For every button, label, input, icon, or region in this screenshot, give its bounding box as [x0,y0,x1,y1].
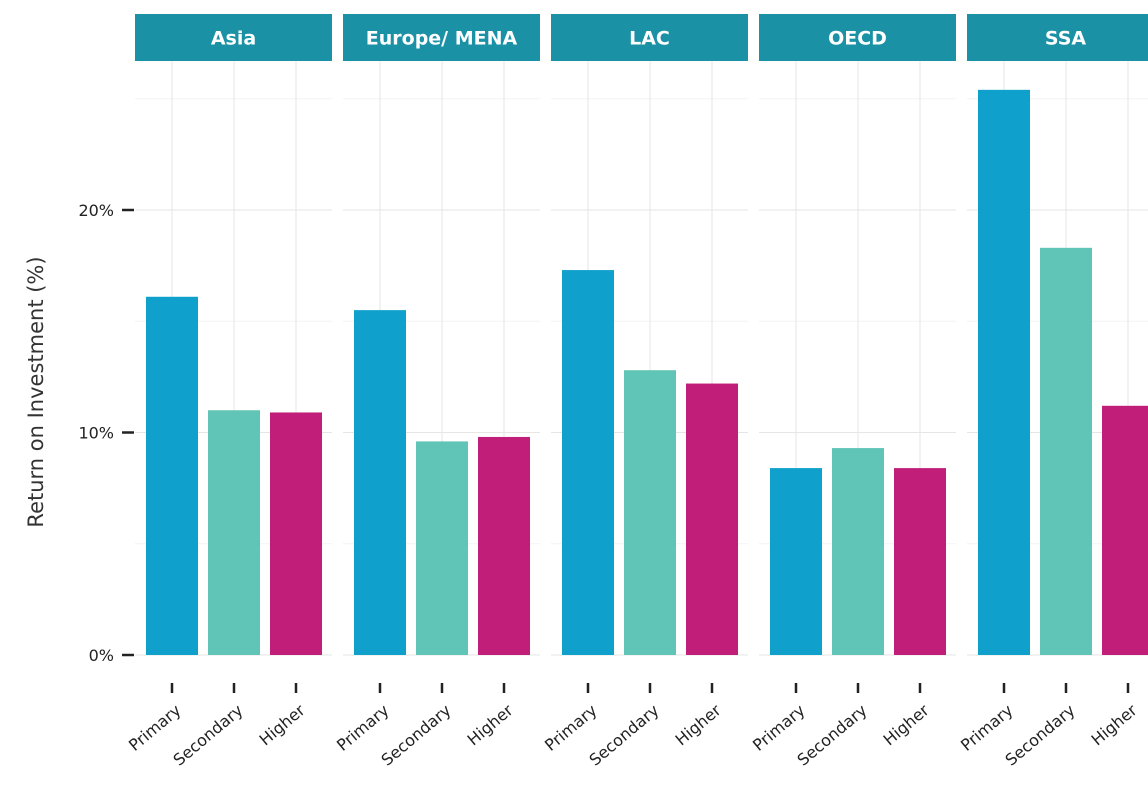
x-tick-label: Higher [880,700,933,749]
facet-strip [551,14,748,61]
facet-strip-label: LAC [629,28,670,50]
x-tick-label: Higher [1088,700,1141,749]
bar-higher [1102,405,1148,655]
bar-primary [146,296,198,655]
bar-higher [478,436,530,655]
bar-higher [894,468,946,655]
facet-strip [343,14,540,61]
bar-primary [354,310,406,655]
bar-primary [562,270,614,655]
bar-primary [770,468,822,655]
bar-secondary [832,448,884,655]
bar-higher [686,383,738,655]
bar-secondary [416,441,468,655]
facet-strip [759,14,956,61]
x-tick-label: Primary [957,701,1017,755]
y-tick-label: 20% [78,201,114,220]
bar-secondary [1040,247,1092,655]
x-tick-label: Higher [256,700,309,749]
facet-strip [135,14,332,61]
x-tick-label: Higher [672,700,725,749]
facet-strip-label: SSA [1045,28,1087,50]
bar-secondary [624,370,676,655]
y-tick-label: 10% [78,424,114,443]
facet-strip-label: Europe/ MENA [366,28,518,50]
bar-secondary [208,410,260,655]
x-tick-label: Primary [125,701,185,755]
facet-strip-label: Asia [211,28,256,50]
y-tick-label: 0% [89,646,114,665]
facet-strip-label: OECD [828,28,887,50]
y-axis-title: Return on Investment (%) [24,256,48,527]
x-tick-label: Primary [749,701,809,755]
x-tick-label: Primary [333,701,393,755]
x-tick-label: Higher [464,700,517,749]
facet-strip [967,14,1148,61]
bar-primary [978,89,1030,656]
bar-higher [270,412,322,655]
x-tick-label: Primary [541,701,601,755]
